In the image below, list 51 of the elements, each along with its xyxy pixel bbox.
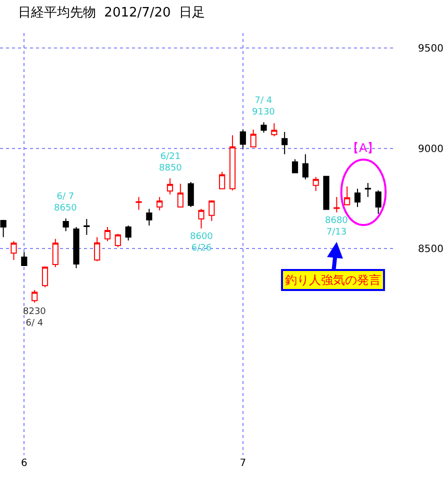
chart-title: 日経平均先物 2012/7/20 日足 <box>18 5 206 20</box>
y-tick-label: 8500 <box>418 244 444 256</box>
candlestick <box>125 224 132 241</box>
x-tick-label: 7 <box>240 458 246 469</box>
candlestick <box>42 266 48 288</box>
candlestick <box>312 176 319 192</box>
candlestick <box>94 236 100 262</box>
candlestick <box>354 188 361 208</box>
candlestick <box>229 134 236 191</box>
candlestick <box>0 219 6 238</box>
annotation: 8680 7/13 <box>325 216 348 238</box>
candlestick <box>166 178 174 195</box>
annotation: 8600 6/26 <box>190 232 214 254</box>
candlestick <box>219 171 226 190</box>
y-tick-label: 9500 <box>418 44 444 55</box>
x-tick-label: 6 <box>20 458 28 469</box>
candlestick <box>302 154 308 180</box>
candlestick <box>188 181 194 208</box>
candlestick <box>10 240 17 260</box>
candlestick <box>240 129 246 150</box>
candlestick <box>52 238 58 268</box>
candlestick <box>177 183 184 208</box>
candlestick <box>32 290 38 304</box>
y-tick-label: 9000 <box>418 144 444 155</box>
annotation: 7/ 4 9130 <box>252 96 276 118</box>
candlestick <box>84 218 90 236</box>
candlestick <box>198 208 204 229</box>
candlestick <box>260 122 267 134</box>
candlestick <box>62 218 69 232</box>
candlestick <box>375 190 382 214</box>
annotation: 釣り人強気の発言 <box>285 273 381 287</box>
annotation: 【A】 <box>347 141 380 155</box>
candlestick <box>344 186 350 206</box>
annotation: 8230 6/ 4 <box>23 307 46 329</box>
candlestick <box>250 129 256 148</box>
candlestick <box>156 196 163 211</box>
candlestick <box>21 252 28 266</box>
candlestick <box>334 196 340 213</box>
candlestick <box>323 176 330 210</box>
candlestick <box>104 226 111 242</box>
annotation: 6/21 8850 <box>159 152 182 174</box>
annotation: 6/ 7 8650 <box>54 192 78 214</box>
candlestick <box>73 226 80 269</box>
candlestick <box>136 196 142 210</box>
candlestick <box>292 158 298 174</box>
candlestick <box>364 182 371 198</box>
candlestick <box>114 233 121 248</box>
candlestick <box>208 200 215 222</box>
candlestick <box>282 131 288 155</box>
candlestick <box>271 122 278 137</box>
candlestick <box>146 208 152 226</box>
